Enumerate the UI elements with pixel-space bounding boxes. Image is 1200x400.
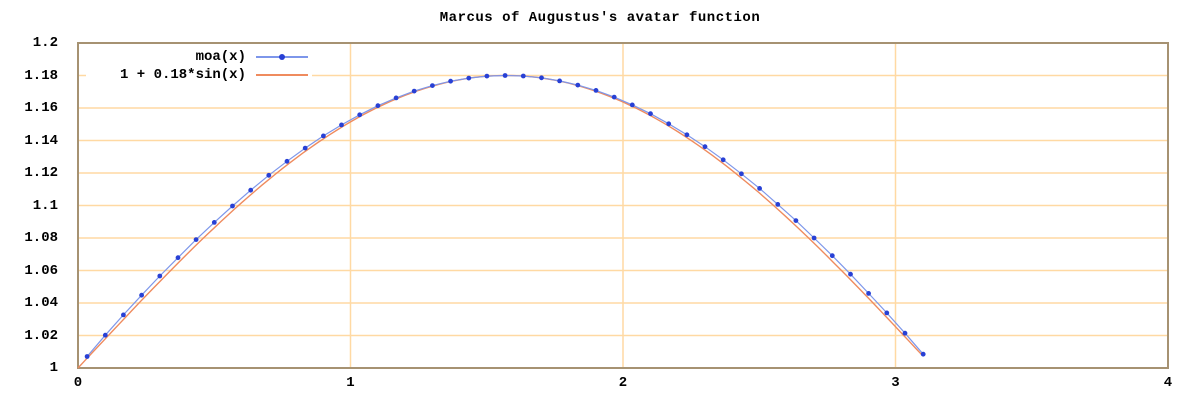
legend-label-moa: moa(x) bbox=[195, 49, 246, 65]
y-tick-label-1.16: 1.16 bbox=[24, 100, 58, 116]
series-moa-point bbox=[757, 186, 762, 191]
series-moa-point bbox=[357, 112, 363, 118]
series-moa-point bbox=[266, 172, 272, 178]
y-tick-label-1.02: 1.02 bbox=[24, 327, 58, 344]
series-moa-point bbox=[520, 73, 526, 79]
series-moa-point bbox=[302, 145, 308, 151]
series-moa-point bbox=[884, 310, 890, 316]
series-moa-point bbox=[902, 330, 908, 336]
series-moa-point bbox=[211, 220, 217, 225]
series-moa-point bbox=[466, 75, 472, 81]
series-moa-point bbox=[121, 312, 126, 318]
y-tick-label-1: 1 bbox=[49, 360, 58, 376]
legend: moa(x) 1 + 0.18*sin(x) bbox=[86, 47, 312, 85]
series-moa-point bbox=[629, 102, 635, 108]
series-moa-point bbox=[684, 132, 690, 138]
series-moa-point bbox=[411, 88, 417, 94]
series-moa-point bbox=[230, 203, 235, 209]
series-moa-point bbox=[593, 88, 599, 93]
series-moa-point bbox=[430, 83, 435, 88]
series-moa-point bbox=[375, 103, 381, 109]
series-moa-point bbox=[611, 94, 617, 100]
series-moa-point bbox=[139, 292, 145, 298]
series-moa-point bbox=[793, 218, 799, 224]
series-moa-point bbox=[321, 133, 326, 139]
series-moa-point bbox=[920, 351, 926, 357]
series-moa-point bbox=[502, 73, 508, 78]
legend-item-sine: 1 + 0.18*sin(x) bbox=[86, 66, 308, 84]
series-moa-point bbox=[666, 121, 672, 127]
series-moa-point bbox=[648, 111, 653, 117]
legend-label-sine: 1 + 0.18*sin(x) bbox=[119, 67, 246, 83]
series-moa-point bbox=[539, 75, 544, 81]
series-moa-point bbox=[248, 187, 254, 193]
y-tick-label-1.04: 1.04 bbox=[24, 295, 58, 311]
series-moa-point bbox=[811, 235, 817, 241]
x-tick-label-3: 3 bbox=[891, 375, 900, 391]
plot-border bbox=[77, 42, 1169, 369]
series-moa-point bbox=[848, 271, 853, 277]
y-tick-label-1.06: 1.06 bbox=[24, 262, 58, 279]
series-moa-point bbox=[484, 73, 490, 79]
y-tick-label-1.14: 1.14 bbox=[24, 132, 58, 149]
legend-sample-sine-icon bbox=[256, 66, 308, 84]
x-tick-label-4: 4 bbox=[1163, 375, 1173, 391]
y-tick-label-1.1: 1.1 bbox=[32, 197, 58, 214]
y-tick-label-1.08: 1.08 bbox=[24, 230, 58, 246]
series-moa-point bbox=[829, 253, 835, 259]
series-moa-point bbox=[339, 122, 344, 128]
series-moa-point bbox=[393, 95, 399, 101]
y-tick-label-1.12: 1.12 bbox=[24, 165, 58, 181]
y-tick-label-1.2: 1.2 bbox=[32, 35, 58, 51]
legend-item-moa: moa(x) bbox=[86, 48, 308, 66]
series-moa-point bbox=[84, 354, 90, 359]
series-moa-point bbox=[720, 157, 726, 163]
series-moa-point bbox=[193, 237, 199, 243]
series-moa-point bbox=[175, 255, 181, 261]
series-moa-point bbox=[866, 291, 871, 296]
series-moa-point bbox=[775, 202, 781, 207]
x-tick-label-2: 2 bbox=[618, 375, 628, 391]
series-moa-point bbox=[102, 332, 108, 338]
legend-sample-moa-icon bbox=[256, 48, 308, 66]
x-tick-label-1: 1 bbox=[346, 375, 355, 391]
y-tick-label-1.18: 1.18 bbox=[24, 67, 58, 84]
series-moa-point bbox=[284, 158, 290, 164]
series-moa-point bbox=[448, 78, 453, 84]
series-moa-point bbox=[557, 78, 562, 84]
series-moa-point bbox=[157, 273, 163, 279]
series-moa-point bbox=[702, 144, 708, 150]
series-moa-point bbox=[739, 171, 744, 177]
chart-title: Marcus of Augustus's avatar function bbox=[439, 10, 761, 26]
series-moa-curve bbox=[86, 74, 924, 357]
series-moa-point bbox=[575, 82, 581, 88]
x-tick-label-0: 0 bbox=[73, 375, 83, 391]
